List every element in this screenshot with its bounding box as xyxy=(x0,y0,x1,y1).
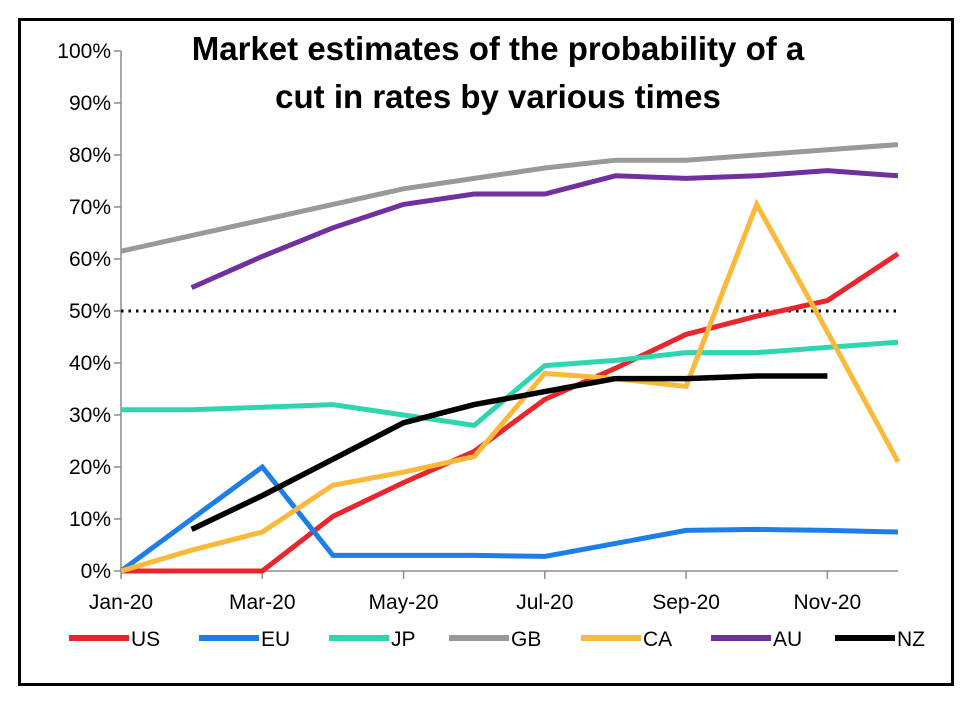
legend-label-ca: CA xyxy=(643,628,672,651)
legend-label-eu: EU xyxy=(261,628,290,651)
series-group xyxy=(119,142,901,574)
tick-labels: 0% 10% 20% 30% 40% 50% 60% 70% 80% 90% 100% Jan-20 M… xyxy=(57,40,861,614)
series-line-nz xyxy=(190,373,828,532)
series-line-eu xyxy=(119,463,899,574)
x-tick-label: May-20 xyxy=(369,591,439,614)
x-tick-label: Nov-20 xyxy=(794,591,862,614)
axes xyxy=(114,50,898,579)
y-tick-label: 30% xyxy=(69,404,111,427)
legend-label-us: US xyxy=(131,628,160,651)
x-tick-label: Mar-20 xyxy=(229,591,296,614)
legend-label-nz: NZ xyxy=(897,628,925,651)
line-chart: 0% 10% 20% 30% 40% 50% 60% 70% 80% 90% 100% Jan-20 M… xyxy=(57,30,925,651)
legend: US EU JP GB CA AU NZ xyxy=(69,628,925,651)
y-tick-label: 100% xyxy=(57,40,111,63)
x-tick-label: Jan-20 xyxy=(89,591,153,614)
legend-label-au: AU xyxy=(773,628,802,651)
chart-title: Market estimates of the probability of a… xyxy=(192,30,805,115)
series-line-ca xyxy=(120,198,901,574)
chart-frame: 0% 10% 20% 30% 40% 50% 60% 70% 80% 90% 100% Jan-20 M… xyxy=(18,18,954,686)
y-tick-label: 70% xyxy=(69,196,111,219)
y-tick-label: 90% xyxy=(69,92,111,115)
chart-title-line-2: cut in rates by various times xyxy=(275,78,721,115)
legend-label-gb: GB xyxy=(511,628,541,651)
x-tick-label: Sep-20 xyxy=(652,591,720,614)
legend-label-jp: JP xyxy=(391,628,416,651)
series-line-us xyxy=(121,251,900,574)
series-line-gb xyxy=(120,142,899,254)
y-tick-label: 10% xyxy=(69,508,111,531)
y-tick-label: 0% xyxy=(81,560,111,583)
x-tick-label: Jul-20 xyxy=(516,591,573,614)
y-tick-label: 50% xyxy=(69,300,111,323)
y-tick-label: 40% xyxy=(69,352,111,375)
chart-title-line-1: Market estimates of the probability of a xyxy=(192,30,805,67)
series-line-au xyxy=(190,168,899,290)
y-tick-label: 20% xyxy=(69,456,111,479)
y-tick-label: 80% xyxy=(69,144,111,167)
y-tick-label: 60% xyxy=(69,248,111,271)
